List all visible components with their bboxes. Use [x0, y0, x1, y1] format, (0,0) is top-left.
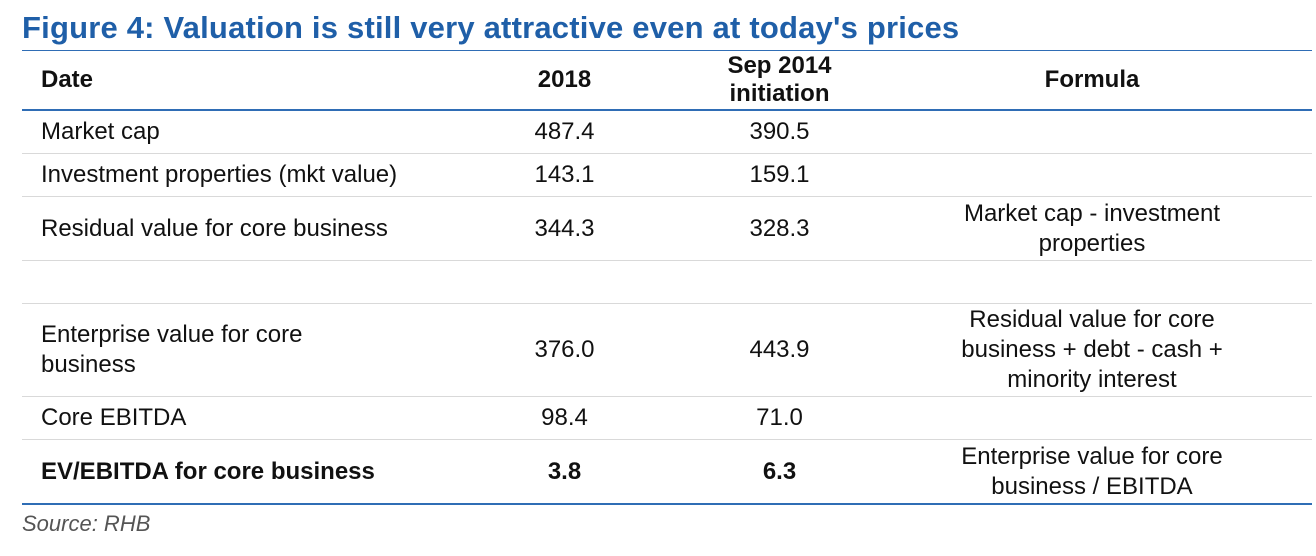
row-formula: Market cap - investment properties [963, 199, 1221, 257]
row-label: EV/EBITDA for core business [41, 457, 375, 485]
table-row: Enterprise value for core business 376.0… [22, 304, 1312, 397]
table-row: Investment properties (mkt value) 143.1 … [22, 154, 1312, 197]
row-formula: Residual value for core business + debt … [961, 306, 1223, 393]
row-label: Investment properties (mkt value) [41, 161, 398, 188]
row-formula [927, 154, 1257, 196]
row-value-sep-2014: 71.0 [756, 404, 803, 431]
table-row-total: EV/EBITDA for core business 3.8 6.3 Ente… [22, 440, 1312, 503]
header-2018: 2018 [537, 65, 592, 93]
row-value-2018: 376.0 [534, 336, 595, 363]
row-formula [927, 397, 1257, 439]
row-value-2018: 487.4 [534, 117, 595, 145]
table-row-spacer [22, 261, 1312, 304]
row-formula: Enterprise value for core business / EBI… [961, 442, 1223, 500]
header-top-rule [22, 50, 1312, 51]
table-header-row: Date 2018 Sep 2014 initiation Formula [22, 50, 1312, 109]
row-value-2018: 98.4 [541, 404, 588, 431]
row-value-sep-2014: 328.3 [749, 214, 810, 242]
row-value-sep-2014: 443.9 [749, 336, 810, 363]
row-formula [927, 110, 1257, 153]
row-value-sep-2014: 390.5 [749, 117, 810, 145]
row-value-2018: 143.1 [534, 161, 595, 188]
table-row: Residual value for core business 344.3 3… [22, 197, 1312, 261]
row-label: Enterprise value for core business [41, 321, 303, 378]
row-value-2018: 3.8 [547, 457, 582, 485]
header-bottom-rule [22, 109, 1312, 111]
row-label [41, 261, 481, 303]
table-row: Market cap 487.4 390.5 [22, 110, 1312, 154]
header-sep-2014-initiation: Sep 2014 initiation [727, 51, 832, 107]
row-label: Core EBITDA [41, 404, 187, 431]
row-label: Residual value for core business [41, 214, 388, 242]
header-formula: Formula [1044, 65, 1140, 93]
row-value-2018: 344.3 [534, 214, 595, 242]
row-value-sep-2014: 6.3 [762, 457, 797, 485]
figure-title: Figure 4: Valuation is still very attrac… [22, 10, 960, 45]
row-value-sep-2014: 159.1 [749, 161, 810, 188]
table-bottom-rule [22, 503, 1312, 505]
source-note: Source: RHB [22, 511, 151, 536]
row-label: Market cap [41, 117, 160, 145]
table-row: Core EBITDA 98.4 71.0 [22, 397, 1312, 440]
header-date: Date [41, 65, 94, 93]
